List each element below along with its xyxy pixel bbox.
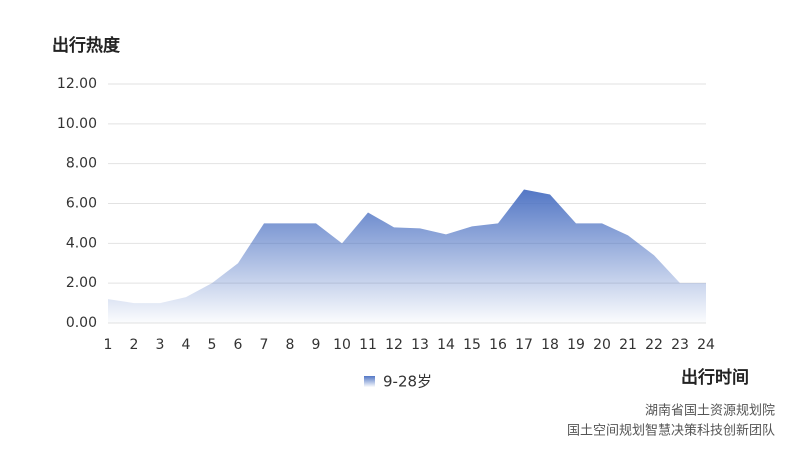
x-tick-label: 13 [411,337,429,353]
x-tick-label: 10 [333,337,351,353]
x-tick-label: 7 [260,337,269,353]
legend-label: 9-28岁 [383,373,432,391]
x-tick-label: 6 [234,337,243,353]
x-tick-label: 12 [385,337,403,353]
x-tick-label: 22 [645,337,663,353]
x-tick-label: 11 [359,337,377,353]
x-tick-label: 16 [489,337,507,353]
x-axis-title: 出行时间 [681,367,749,388]
y-tick-label: 12.00 [57,76,97,92]
x-tick-label: 24 [697,337,715,353]
x-tick-label: 19 [567,337,585,353]
y-tick-label: 6.00 [66,196,97,212]
y-tick-label: 0.00 [66,315,97,331]
x-tick-label: 15 [463,337,481,353]
x-tick-label: 3 [156,337,165,353]
x-tick-label: 9 [312,337,321,353]
y-tick-label: 8.00 [66,156,97,172]
x-tick-label: 23 [671,337,689,353]
x-tick-label: 17 [515,337,533,353]
y-tick-label: 4.00 [66,235,97,251]
legend-swatch [364,376,375,387]
area [108,189,706,323]
credit: 湖南省国土资源规划院 [645,403,775,419]
x-tick-label: 8 [286,337,295,353]
x-tick-label: 14 [437,337,455,353]
y-tick-label: 2.00 [66,275,97,291]
x-tick-label: 18 [541,337,559,353]
x-tick-label: 4 [182,337,191,353]
x-tick-label: 5 [208,337,217,353]
credit: 国土空间规划智慧决策科技创新团队 [567,423,775,439]
y-tick-label: 10.00 [57,116,97,132]
x-tick-label: 20 [593,337,611,353]
x-tick-label: 2 [130,337,139,353]
x-tick-label: 1 [104,337,113,353]
y-axis-title: 出行热度 [52,35,121,56]
x-tick-label: 21 [619,337,637,353]
